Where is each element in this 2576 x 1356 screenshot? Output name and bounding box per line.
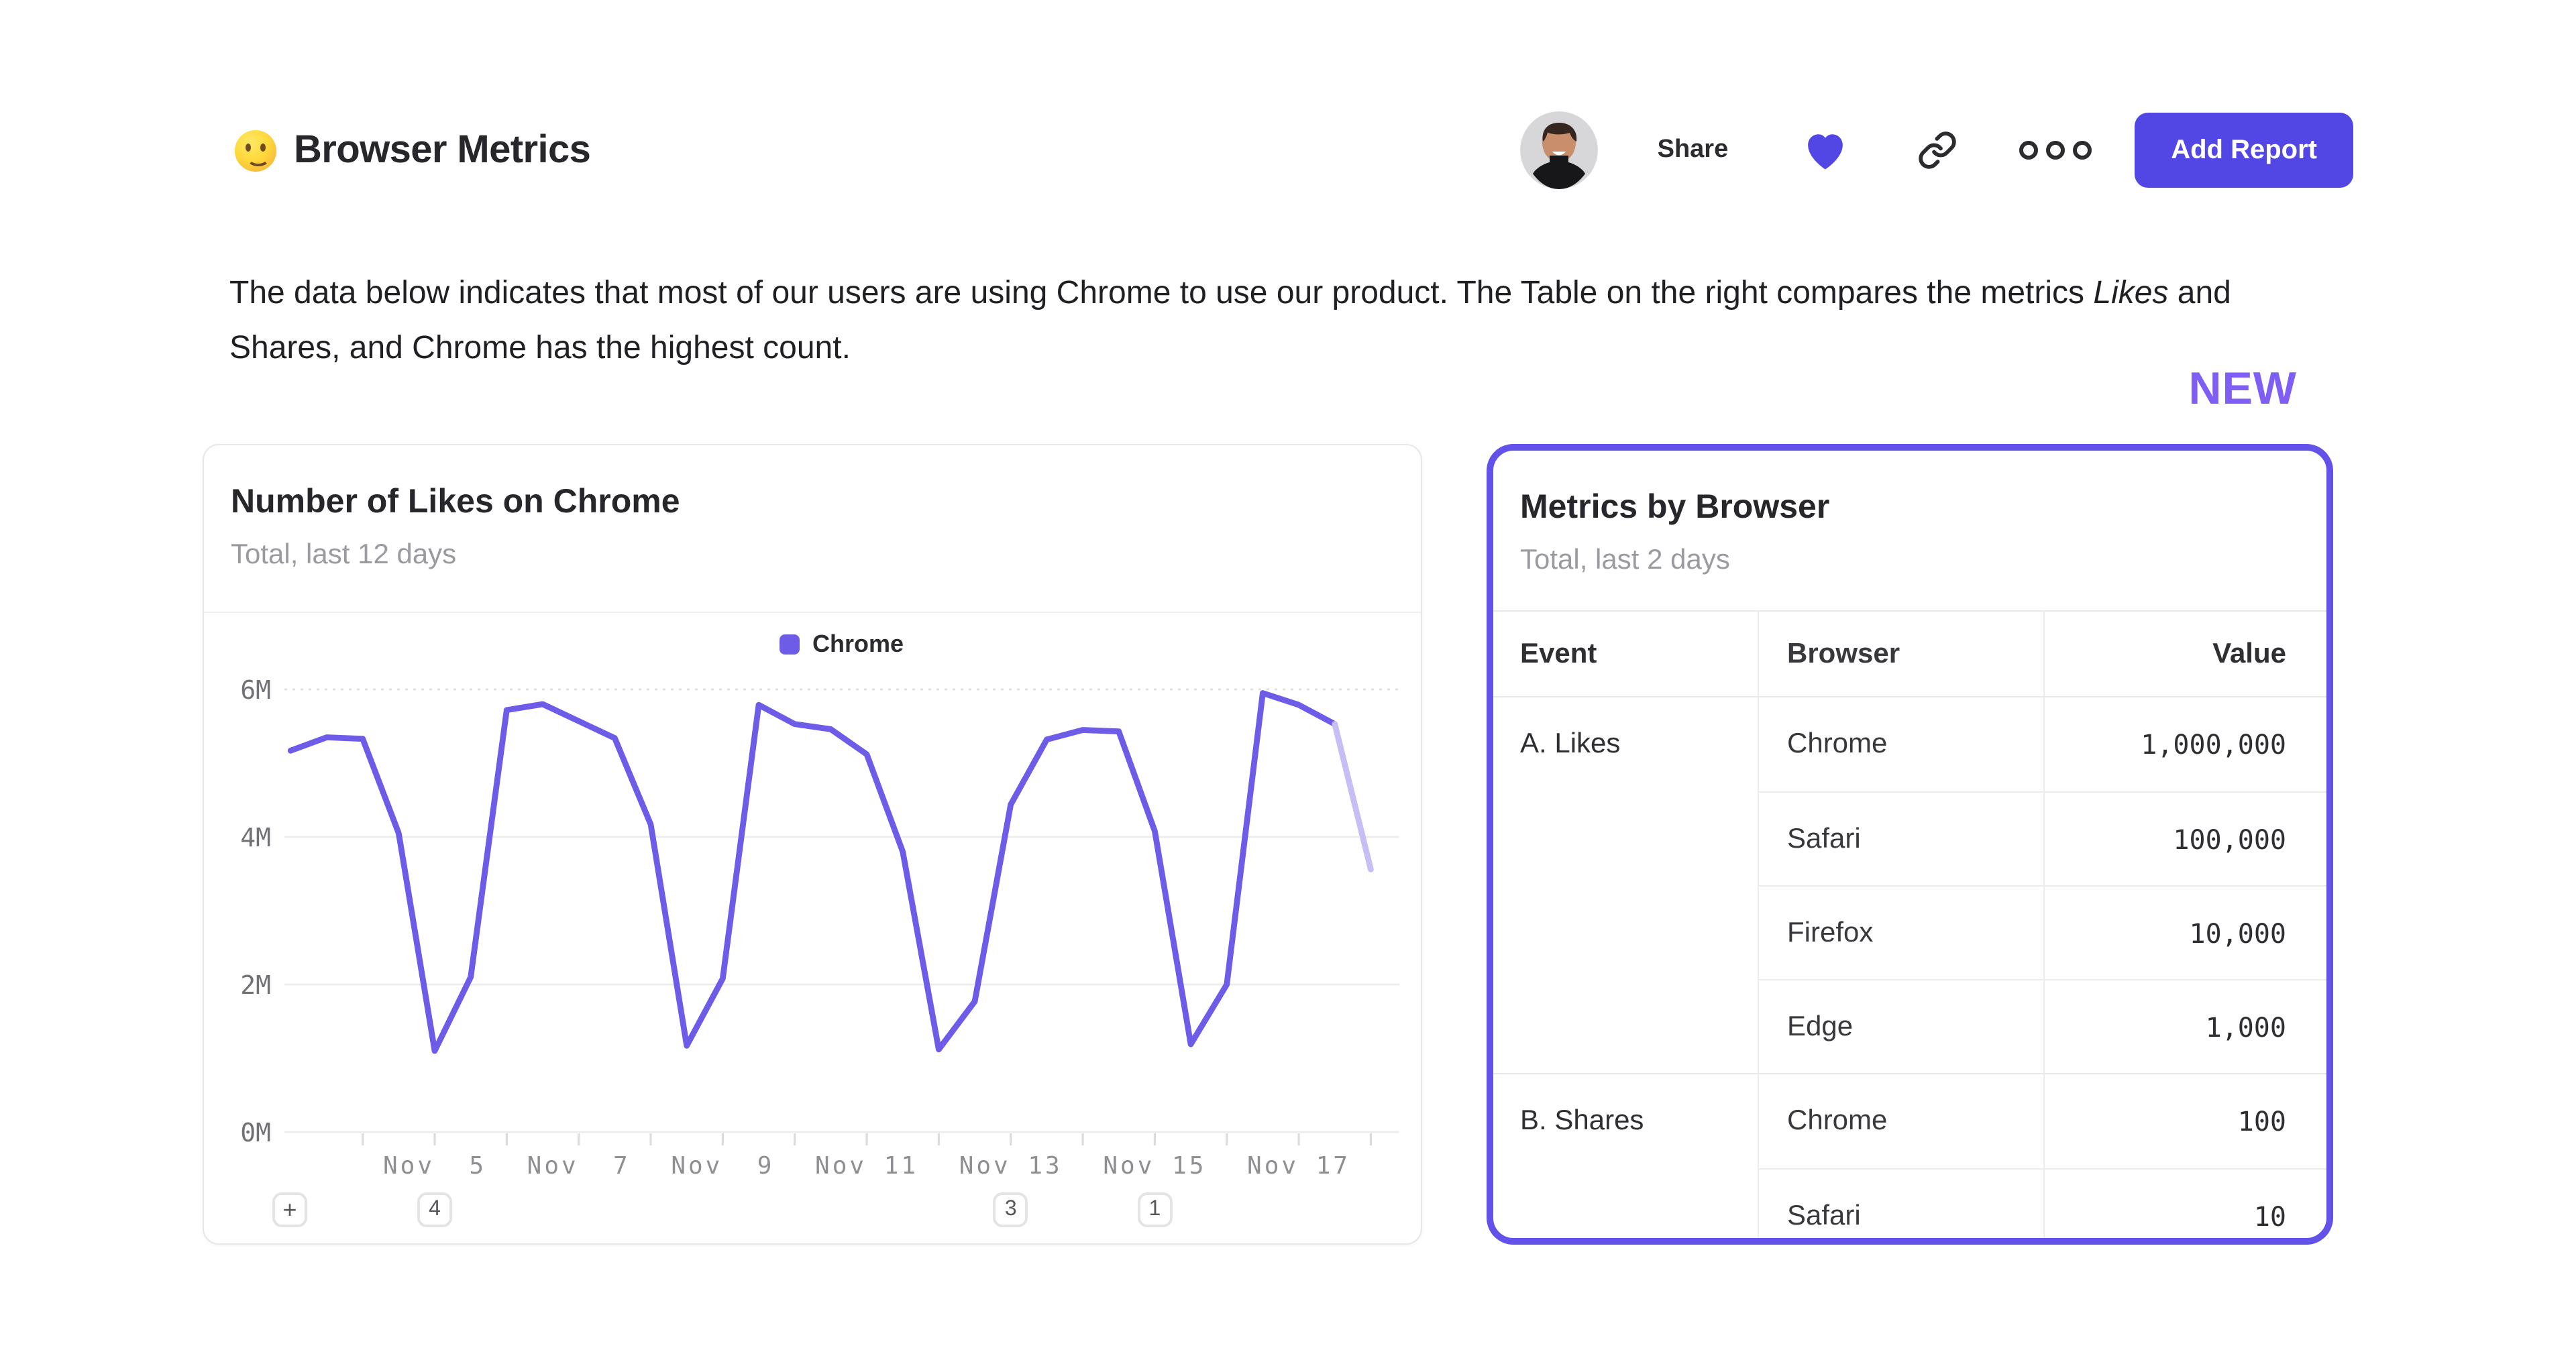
chart-header-divider xyxy=(204,612,1421,613)
chart-title: Number of Likes on Chrome xyxy=(231,483,680,520)
value-cell: 10 xyxy=(2045,1168,2326,1238)
x-axis-label-nov-11: Nov 11 xyxy=(815,1152,918,1180)
browser-cell: Safari xyxy=(1759,1168,2045,1238)
header-actions: Share Add Report xyxy=(1520,110,2353,190)
table-row-alikes-firefox: Firefox 10,000 xyxy=(1493,885,2326,979)
value-cell: 10,000 xyxy=(2045,885,2326,979)
chrome-series-line xyxy=(287,690,1338,1054)
table-card-header: Metrics by Browser Total, last 2 days xyxy=(1520,488,1829,577)
x-axis-label-nov-13: Nov 13 xyxy=(959,1152,1063,1180)
likes-line-chart-plot[interactable]: 0M 2M 4M 6M Nov 5 Nov 7 Nov 9 Nov 11 Nov 13 Nov 1… xyxy=(204,445,1422,1245)
value-cell: 100,000 xyxy=(2045,791,2326,885)
chart-legend[interactable]: Chrome xyxy=(284,630,1399,659)
description-part-2: and Shares, and Chrome has the highest c… xyxy=(229,275,2231,366)
legend-label-chrome: Chrome xyxy=(812,630,904,657)
share-button[interactable]: Share xyxy=(1657,135,1729,164)
y-axis-label-4M: 4M xyxy=(240,823,271,852)
description-text: The data below indicates that most of ou… xyxy=(229,266,2349,376)
browser-cell: Chrome xyxy=(1787,728,1888,759)
table-row-alikes-chrome: A. Likes Chrome 1,000,000 xyxy=(1493,697,2326,791)
description-italic-word: Likes xyxy=(2093,275,2169,311)
annotation-chip-nov-5[interactable]: 4 xyxy=(417,1192,452,1227)
metrics-table-card: Metrics by Browser Total, last 2 days Ev… xyxy=(1487,444,2333,1245)
smiley-emoji-icon xyxy=(235,129,276,171)
event-cell xyxy=(1493,791,1759,885)
browser-cell: Chrome xyxy=(1787,1105,1888,1136)
table-row-bshares-safari: Safari 10 xyxy=(1493,1168,2326,1238)
chrome-series-line-incomplete-tail xyxy=(1332,721,1374,872)
browser-cell: Firefox xyxy=(1759,885,2045,979)
browser-cell: Safari xyxy=(1759,791,2045,885)
y-axis-label-2M: 2M xyxy=(240,970,271,1000)
event-cell xyxy=(1493,1168,1759,1238)
favorite-heart-icon[interactable] xyxy=(1803,129,1847,171)
header-title-group: Browser Metrics xyxy=(235,110,591,190)
x-axis-label-nov-9: Nov 9 xyxy=(671,1152,774,1180)
column-divider-1 xyxy=(1758,610,1759,1238)
value-cell: 1,000,000 xyxy=(2141,728,2286,760)
add-report-button[interactable]: Add Report xyxy=(2135,113,2353,188)
add-annotation-button[interactable]: + xyxy=(272,1192,307,1227)
table-body: A. Likes Chrome 1,000,000 Safari 100,000 Fire… xyxy=(1493,697,2326,1238)
copy-link-icon[interactable] xyxy=(1917,130,1957,170)
chart-subtitle: Total, last 12 days xyxy=(231,539,457,570)
page-title: Browser Metrics xyxy=(294,128,591,171)
table-subtitle: Total, last 2 days xyxy=(1520,545,1730,575)
event-cell: B. Shares xyxy=(1520,1105,1644,1136)
description-part-1: The data below indicates that most of ou… xyxy=(229,275,2094,311)
table-row-bshares-chrome: B. Shares Chrome 100 xyxy=(1493,1073,2326,1168)
table-row-alikes-edge: Edge 1,000 xyxy=(1493,979,2326,1073)
annotation-chip-nov-15[interactable]: 1 xyxy=(1137,1192,1173,1227)
y-axis-label-0M: 0M xyxy=(240,1118,271,1147)
event-cell: A. Likes xyxy=(1520,728,1621,759)
y-axis-label-6M: 6M xyxy=(240,675,271,705)
avatar[interactable] xyxy=(1520,111,1599,189)
value-cell: 100 xyxy=(2237,1105,2286,1137)
column-header-browser: Browser xyxy=(1787,638,1900,669)
header: Browser Metrics Share xyxy=(0,110,2576,190)
x-axis-label-nov-17: Nov 17 xyxy=(1247,1152,1350,1180)
likes-chart-card: Number of Likes on Chrome Total, last 12… xyxy=(203,444,1422,1245)
new-badge: NEW xyxy=(2188,363,2297,414)
value-cell: 1,000 xyxy=(2045,979,2326,1073)
legend-swatch-chrome xyxy=(780,634,800,655)
column-divider-2 xyxy=(2043,610,2045,1238)
annotation-chip-nov-13[interactable]: 3 xyxy=(993,1192,1028,1227)
table-title: Metrics by Browser xyxy=(1520,488,1830,526)
more-options-icon[interactable] xyxy=(2019,141,2092,160)
x-axis-label-nov-7: Nov 7 xyxy=(527,1152,631,1180)
browser-cell: Edge xyxy=(1759,979,2045,1073)
event-cell xyxy=(1493,885,1759,979)
event-cell xyxy=(1493,979,1759,1073)
x-axis-label-nov-5: Nov 5 xyxy=(383,1152,486,1180)
column-header-event: Event xyxy=(1520,638,1597,669)
chart-card-header: Number of Likes on Chrome Total, last 12… xyxy=(231,483,680,571)
table-row-alikes-safari: Safari 100,000 xyxy=(1493,791,2326,885)
table-header-row: Event Browser Value xyxy=(1493,610,2326,697)
column-header-value: Value xyxy=(2212,638,2286,669)
x-axis-label-nov-15: Nov 15 xyxy=(1103,1152,1206,1180)
metrics-table: Event Browser Value A. Likes Chrome 1,000,… xyxy=(1493,610,2326,1238)
